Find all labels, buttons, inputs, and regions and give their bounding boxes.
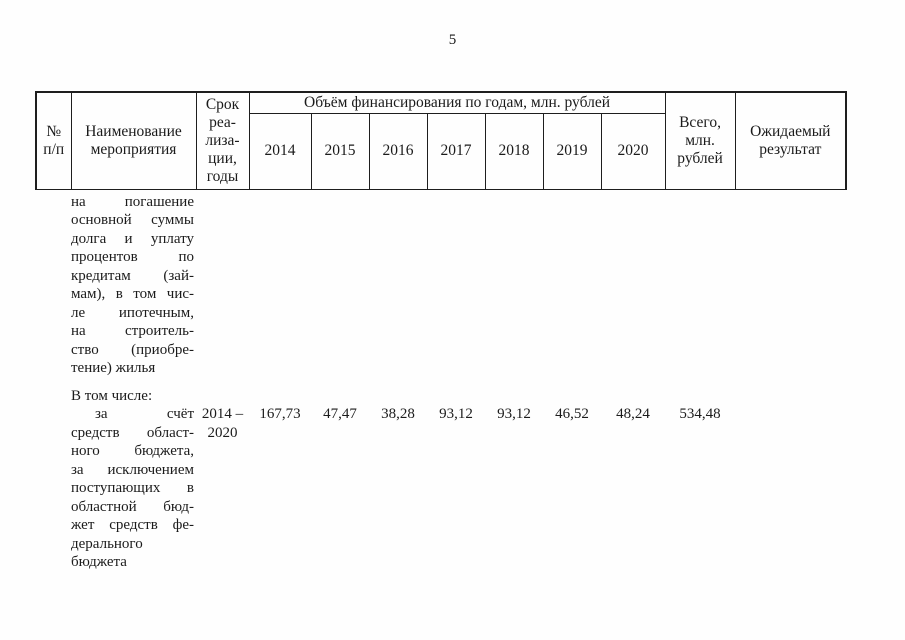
cell-empty	[196, 189, 846, 378]
term-value: 2014 –2020	[201, 406, 244, 441]
header-cell-financing-span: Объём финансирования по годам, млн. рубл…	[248, 91, 666, 114]
value-year-2015: 47,47	[323, 406, 357, 422]
header-term-label: Срок реа-лиза-ции, годы	[205, 95, 240, 185]
measure-text: на погашение основной суммы долга и уплату…	[71, 193, 194, 377]
value-year-2016: 38,28	[381, 406, 415, 422]
header-name-label: Наименование мероприятия	[85, 122, 182, 158]
cell-measure-text: на погашение основной суммы долга и уплату…	[71, 189, 196, 378]
header-row-top: № п/п Наименование мероприятия Срок реа-лиз…	[35, 91, 848, 190]
page-number: 5	[448, 32, 457, 48]
header-total-label: Всего, млн. рублей	[677, 113, 723, 167]
value-total: 534,48	[679, 406, 721, 422]
header-cell-total: Всего, млн. рублей	[664, 91, 736, 190]
cell-expected-result	[735, 405, 846, 572]
header-cell-year-2020: 2020	[600, 112, 666, 190]
header-cell-year-2018: 2018	[484, 112, 544, 190]
header-row-years: 2014 2015 2016 2017 2018 2019 2020	[36, 112, 846, 190]
header-result-label: Ожидаемый результат	[750, 122, 831, 158]
header-cell-year-2016: 2016	[368, 112, 428, 190]
header-num-label: № п/п	[43, 122, 65, 158]
subtotal-label: В том числе:	[71, 387, 153, 404]
value-year-2018: 93,12	[497, 406, 531, 422]
budget-text: за счёт средств област-ного бюджета, за ис…	[71, 406, 194, 570]
financing-table: № п/п Наименование мероприятия Срок реа-лиз…	[35, 91, 848, 572]
table-row-subhead: В том числе:	[36, 378, 846, 406]
value-year-2017: 93,12	[439, 406, 473, 422]
table-row-measure: на погашение основной суммы долга и уплату…	[36, 189, 846, 378]
header-cell-year-2017: 2017	[426, 112, 486, 190]
header-cell-name: Наименование мероприятия	[70, 91, 197, 190]
header-cell-num: № п/п	[35, 91, 72, 190]
table-body: на погашение основной суммы долга и уплату…	[36, 189, 846, 572]
cell-empty	[196, 378, 846, 406]
cell-empty	[36, 405, 71, 572]
value-year-2019: 46,52	[555, 406, 589, 422]
cell-term: 2014 –2020	[196, 405, 249, 572]
value-year-2014: 167,73	[259, 406, 301, 422]
header-cell-year-2014: 2014	[248, 112, 312, 190]
header-cell-term: Срок реа-лиза-ции, годы	[195, 91, 250, 190]
header-cell-year-2015: 2015	[310, 112, 370, 190]
cell-budget-text: за счёт средств област-ного бюджета, за ис…	[71, 405, 196, 572]
value-year-2020: 48,24	[616, 406, 650, 422]
cell-empty	[36, 189, 71, 378]
table-row-budget: за счёт средств област-ного бюджета, за ис…	[36, 405, 846, 572]
header-cell-year-2019: 2019	[542, 112, 602, 190]
header-cell-result: Ожидаемый результат	[734, 91, 848, 190]
table-header: № п/п Наименование мероприятия Срок реа-лиз…	[35, 91, 848, 190]
cell-empty	[36, 378, 71, 406]
